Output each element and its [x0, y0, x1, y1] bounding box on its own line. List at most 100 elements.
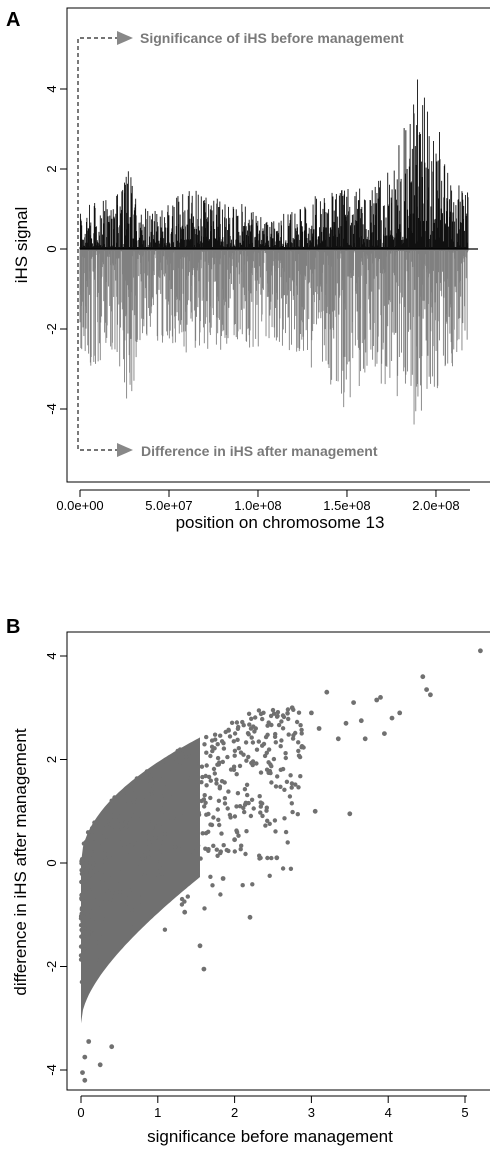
- scatter-point: [81, 936, 86, 942]
- scatter-point: [193, 829, 198, 834]
- y-tick-label-b: 0: [44, 859, 59, 866]
- scatter-point: [279, 719, 284, 724]
- scatter-point: [206, 774, 212, 780]
- scatter-point: [293, 730, 298, 736]
- scatter-point: [140, 856, 145, 861]
- scatter-point: [166, 818, 171, 824]
- x-tick-label-a: 0.0e+00: [56, 498, 103, 513]
- scatter-point: [204, 783, 209, 788]
- scatter-point: [163, 760, 169, 765]
- scatter-point: [250, 882, 255, 887]
- scatter-point-outlier: [397, 710, 403, 716]
- scatter-point: [254, 747, 260, 752]
- scatter-point: [235, 737, 240, 742]
- y-axis-title-b: difference in iHS after management: [11, 728, 30, 995]
- scatter-point-outlier: [197, 943, 203, 949]
- scatter-point: [166, 769, 171, 774]
- scatter-point: [237, 804, 243, 809]
- scatter-point: [179, 751, 184, 756]
- scatter-point: [134, 776, 139, 781]
- panel-label-a: A: [6, 9, 20, 31]
- scatter-point: [129, 794, 134, 799]
- scatter-point-outlier: [428, 692, 433, 698]
- scatter-point: [131, 799, 137, 804]
- scatter-point: [236, 833, 241, 838]
- scatter-point: [132, 852, 137, 858]
- scatter-point: [202, 906, 207, 911]
- scatter-point: [175, 863, 180, 868]
- scatter-point: [208, 795, 213, 801]
- scatter-point-outlier: [351, 700, 356, 705]
- scatter-point: [175, 772, 180, 777]
- scatter-point: [169, 817, 175, 822]
- scatter-point: [284, 779, 290, 784]
- scatter-point: [139, 899, 145, 904]
- y-tick-label-b: -2: [44, 961, 59, 973]
- scatter-point: [139, 780, 145, 786]
- scatter-point: [231, 739, 236, 744]
- scatter-point: [190, 757, 196, 762]
- scatter-point: [215, 853, 220, 858]
- scatter-point: [211, 815, 216, 820]
- scatter-point: [226, 848, 231, 854]
- scatter-point: [100, 950, 106, 955]
- scatter-point: [86, 927, 91, 932]
- scatter-point: [96, 847, 101, 852]
- scatter-point: [211, 766, 217, 772]
- scatter-point: [149, 782, 154, 788]
- scatter-point: [88, 905, 93, 910]
- scatter-point: [219, 739, 225, 744]
- scatter-point: [204, 734, 209, 740]
- scatter-point: [253, 715, 258, 720]
- scatter-point: [283, 751, 288, 756]
- scatter-point-outlier: [312, 808, 318, 814]
- scatter-point: [275, 713, 280, 719]
- scatter-point: [275, 710, 281, 715]
- scatter-point: [94, 859, 100, 864]
- scatter-point: [193, 760, 199, 766]
- scatter-point: [171, 813, 177, 818]
- scatter-point: [155, 872, 161, 877]
- scatter-point: [87, 873, 93, 878]
- scatter-point-outlier: [82, 1054, 88, 1060]
- scatter-point: [157, 836, 162, 842]
- scatter-point: [276, 722, 282, 728]
- scatter-point: [126, 930, 132, 935]
- scatter-point: [160, 825, 165, 830]
- scatter-point: [243, 851, 248, 857]
- scatter-point: [266, 720, 271, 725]
- scatter-point: [114, 865, 119, 871]
- scatter-point: [246, 711, 252, 716]
- scatter-point: [249, 797, 255, 802]
- scatter-point: [97, 934, 102, 939]
- scatter-point: [283, 755, 288, 761]
- scatter-point: [89, 826, 95, 831]
- scatter-point: [83, 982, 88, 988]
- scatter-point: [217, 784, 223, 789]
- scatter-point: [114, 888, 119, 893]
- scatter-point: [296, 753, 302, 758]
- scatter-point: [232, 731, 238, 736]
- scatter-point: [123, 826, 128, 831]
- scatter-point: [86, 847, 91, 852]
- scatter-point: [298, 723, 303, 728]
- scatter-point: [253, 726, 258, 731]
- scatter-point: [82, 915, 87, 920]
- plot-frame-a: [66, 7, 490, 483]
- scatter-point: [100, 829, 105, 835]
- scatter-point: [106, 873, 111, 879]
- scatter-point-outlier: [358, 718, 364, 724]
- scatter-point: [146, 839, 151, 845]
- scatter-point: [121, 813, 127, 818]
- panel-label-b: B: [6, 616, 20, 638]
- scatter-point: [290, 809, 295, 815]
- scatter-point: [103, 818, 108, 824]
- scatter-point: [152, 873, 157, 878]
- scatter-point: [110, 873, 116, 879]
- scatter-point: [240, 719, 245, 725]
- scatter-point: [278, 744, 283, 749]
- panel-b: B -4 -2 0 2 4 0 1 2 3 4 5 difference in iHS after…: [6, 616, 490, 1146]
- scatter-point: [179, 902, 185, 907]
- scatter-point: [94, 885, 100, 891]
- scatter-point: [299, 745, 304, 750]
